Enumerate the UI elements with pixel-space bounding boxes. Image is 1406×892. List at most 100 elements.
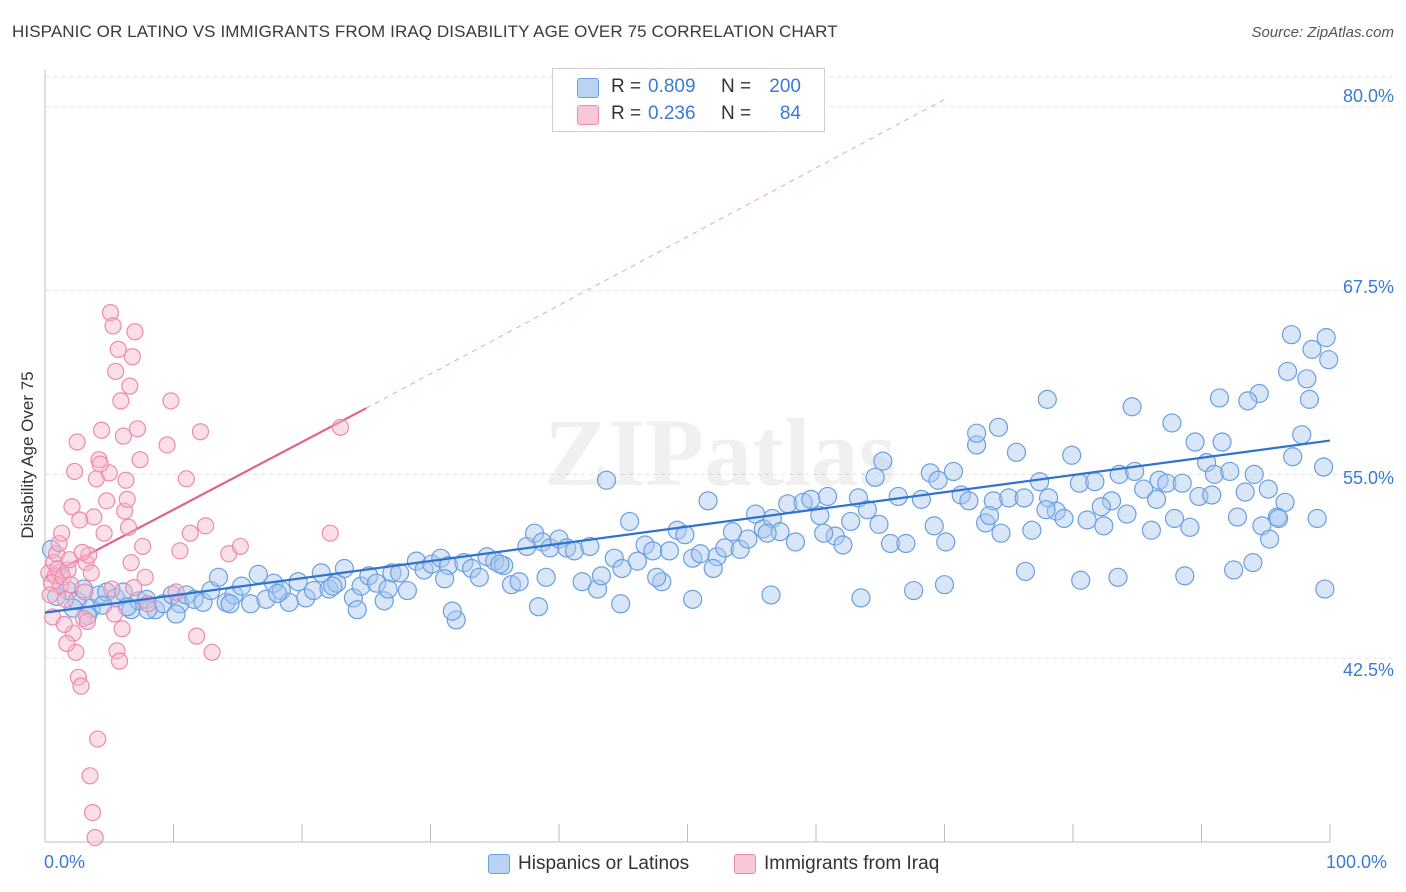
hispanic-point [208, 567, 229, 587]
hispanic-point [1149, 470, 1169, 490]
hispanic-point [1185, 432, 1205, 452]
hispanic-point [841, 511, 861, 532]
hispanic-point [1062, 445, 1082, 465]
hispanic-point [604, 548, 624, 568]
iraq-point [109, 340, 127, 358]
hispanic-point [635, 535, 655, 555]
hispanic-point [988, 417, 1009, 437]
hispanic-trend-solid [44, 439, 1331, 614]
hispanic-point [959, 491, 979, 511]
iraq-point [92, 421, 111, 439]
hispanic-point [991, 523, 1011, 543]
legend-label-iraq: Immigrants from Iraq [764, 853, 940, 874]
hispanic-point [936, 532, 956, 552]
iraq-point [167, 583, 185, 601]
hispanic-point [166, 604, 186, 624]
iraq-point [68, 433, 86, 451]
hispanic-point [528, 597, 549, 617]
hispanic-point [469, 567, 489, 587]
iraq-point [123, 348, 141, 366]
hispanic-point [873, 451, 893, 471]
n-value: 84 [779, 103, 801, 124]
hispanic-point [1141, 520, 1161, 540]
iraq-point [188, 627, 206, 645]
hispanic-point [865, 467, 885, 487]
iraq-point [158, 436, 176, 454]
hispanic-point [1164, 508, 1185, 529]
hispanic-point [1094, 516, 1114, 536]
hispanic-point [785, 532, 806, 552]
iraq-point [63, 498, 81, 516]
hispanic-point [1244, 464, 1264, 484]
hispanic-point [1260, 529, 1280, 549]
y-tick-label-55: 55.0% [1342, 468, 1394, 488]
hispanic-point [703, 558, 723, 579]
iraq-point [71, 511, 89, 529]
hispanic-point [928, 470, 948, 490]
hispanic-point [659, 541, 680, 561]
stats-row-iraq: R = 0.236 N = 84 [553, 101, 824, 127]
hispanic-point [591, 566, 612, 586]
iraq-point [321, 524, 339, 542]
iraq-point [197, 517, 215, 535]
hispanic-point [722, 522, 743, 542]
n-value: 200 [769, 76, 801, 97]
hispanic-point [896, 533, 916, 554]
hispanic-point [1212, 432, 1232, 452]
hispanic-point [801, 489, 821, 509]
hispanic-point [911, 489, 931, 509]
hispanic-point [611, 594, 631, 614]
hispanic-point [1302, 339, 1322, 359]
n-label: N = [721, 103, 752, 124]
iraq-point [104, 317, 122, 335]
iraq-point [117, 471, 135, 489]
iraq-point [95, 524, 113, 542]
hispanic-trend-line [44, 439, 1331, 614]
hispanic-point [442, 601, 462, 621]
hispanic-point [1175, 566, 1195, 586]
iraq-point [121, 377, 139, 395]
iraq-point [162, 392, 180, 410]
iraq-point [73, 543, 91, 561]
hispanic-point [359, 566, 379, 586]
iraq-point [76, 583, 94, 601]
hispanic-point [343, 588, 363, 608]
hispanic-point [382, 563, 402, 583]
hispanic-point [1134, 479, 1154, 499]
hispanic-point [1315, 579, 1335, 599]
hispanic-point [1235, 482, 1255, 502]
hispanic-point [366, 573, 387, 593]
hispanic-point [1283, 447, 1303, 467]
hispanic-point [347, 600, 367, 620]
hispanic-point [1224, 560, 1244, 580]
hispanic-point [1281, 325, 1302, 345]
iraq-point [331, 418, 350, 436]
iraq-point [56, 590, 75, 608]
hispanic-point [620, 511, 640, 532]
hispanic-point [193, 592, 213, 612]
y-tick-label-80: 80.0% [1342, 86, 1394, 106]
hispanic-point [296, 588, 316, 608]
hispanic-point [501, 575, 522, 595]
hispanic-point [690, 544, 710, 564]
iraq-point [78, 612, 97, 631]
hispanic-point [1071, 570, 1091, 590]
iraq-point [122, 554, 140, 572]
iraq-point [105, 605, 123, 623]
hispanic-point [1275, 492, 1295, 512]
iraq-point [107, 362, 125, 381]
hispanic-point [934, 575, 955, 595]
iraq-point [171, 542, 189, 560]
hispanic-point [1292, 425, 1312, 445]
hispanic-point [1238, 391, 1258, 411]
hispanic-point [596, 470, 617, 490]
hispanic-point [643, 541, 663, 561]
hispanic-point [241, 594, 261, 614]
iraq-point [100, 464, 118, 482]
iraq-point [50, 534, 68, 553]
x-tick-label-100: 100.0% [1326, 852, 1388, 872]
hispanic-point [675, 525, 695, 545]
hispanic-point [979, 505, 1000, 526]
hispanic-point [761, 585, 781, 605]
hispanic-point [1077, 510, 1097, 530]
